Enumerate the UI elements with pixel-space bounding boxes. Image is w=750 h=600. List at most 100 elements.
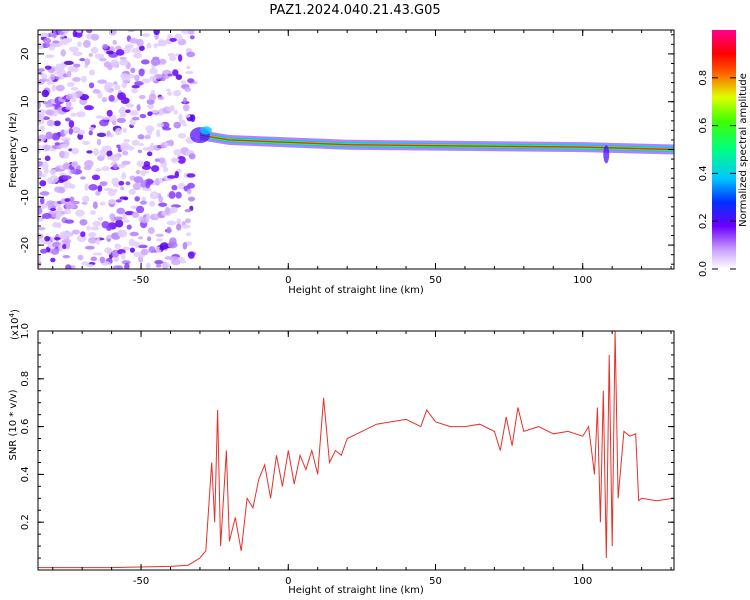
noise-speck bbox=[97, 216, 104, 221]
noise-speck bbox=[77, 41, 82, 48]
noise-speck bbox=[182, 122, 187, 127]
noise-speck bbox=[155, 263, 162, 268]
noise-speck bbox=[103, 61, 112, 68]
noise-speck bbox=[150, 57, 161, 66]
noise-speck bbox=[99, 201, 106, 206]
noise-speck bbox=[59, 143, 69, 149]
noise-speck bbox=[44, 65, 52, 70]
noise-speck bbox=[40, 78, 49, 82]
noise-speck bbox=[66, 70, 72, 78]
noise-speck bbox=[185, 232, 192, 237]
noise-speck bbox=[64, 198, 71, 202]
noise-speck bbox=[45, 42, 51, 48]
noise-speck bbox=[169, 37, 177, 42]
noise-speck bbox=[71, 229, 80, 235]
noise-speck bbox=[96, 138, 102, 146]
noise-speck bbox=[113, 163, 118, 170]
noise-speck bbox=[68, 120, 75, 128]
top-x-ticks: -50 0 50 100 bbox=[52, 30, 672, 286]
noise-speck bbox=[96, 132, 106, 138]
noise-speck bbox=[180, 30, 190, 35]
noise-speck bbox=[92, 88, 101, 94]
y-tick-label: 0.4 bbox=[20, 466, 31, 482]
noise-speck bbox=[53, 120, 61, 127]
noise-speck bbox=[184, 87, 192, 92]
noise-speck bbox=[154, 158, 161, 163]
x-tick-label: -50 bbox=[133, 576, 149, 587]
noise-speck bbox=[128, 188, 136, 195]
noise-speck bbox=[115, 45, 122, 51]
noise-speck bbox=[44, 235, 51, 242]
noise-speck bbox=[147, 148, 155, 152]
noise-speck bbox=[111, 249, 120, 258]
noise-speck bbox=[65, 101, 72, 107]
noise-speck bbox=[90, 256, 98, 262]
y-tick-label: -10 bbox=[20, 189, 31, 205]
noise-speck bbox=[118, 180, 125, 186]
noise-speck bbox=[88, 53, 93, 57]
noise-speck bbox=[89, 69, 96, 76]
signal-band-core bbox=[199, 134, 674, 151]
noise-speck bbox=[171, 184, 178, 191]
noise-speck bbox=[106, 130, 111, 137]
noise-speck bbox=[81, 201, 88, 205]
noise-speck bbox=[88, 183, 98, 191]
noise-speck bbox=[140, 59, 150, 65]
noise-speck bbox=[151, 109, 159, 114]
noise-speck bbox=[39, 180, 47, 187]
noise-speck bbox=[112, 40, 117, 45]
noise-speck bbox=[187, 251, 195, 259]
y-tick-label: 20 bbox=[20, 48, 31, 61]
x-tick-label: 0 bbox=[285, 576, 291, 587]
noise-speck bbox=[106, 150, 113, 157]
noise-speck bbox=[68, 46, 79, 53]
noise-speck bbox=[134, 196, 140, 202]
noise-speck bbox=[50, 73, 56, 81]
noise-speck bbox=[177, 132, 186, 139]
noise-speck bbox=[131, 139, 140, 146]
noise-speck bbox=[111, 177, 120, 186]
noise-speck bbox=[80, 231, 86, 238]
noise-speck bbox=[125, 109, 131, 114]
colorbar-ticks: 0.0 0.2 0.4 0.6 0.8 bbox=[698, 70, 736, 277]
noise-speck bbox=[97, 79, 108, 84]
noise-speck bbox=[38, 169, 43, 177]
noise-speck bbox=[118, 108, 125, 114]
noise-speck bbox=[149, 200, 156, 207]
noise-speck bbox=[149, 75, 157, 82]
noise-speck bbox=[132, 182, 142, 191]
noise-speck bbox=[136, 104, 141, 112]
noise-speck bbox=[129, 247, 136, 253]
noise-speck bbox=[134, 81, 144, 86]
noise-speck bbox=[132, 116, 140, 121]
noise-speck bbox=[186, 188, 192, 195]
noise-speck bbox=[102, 43, 109, 50]
noise-speck bbox=[70, 87, 79, 91]
noise-speck bbox=[88, 82, 95, 89]
noise-speck bbox=[83, 39, 91, 48]
colorbar: 0.0 0.2 0.4 0.6 0.8 Normalized spectral ampl… bbox=[698, 30, 749, 277]
noise-speck bbox=[167, 91, 173, 96]
noise-speck bbox=[64, 37, 73, 43]
noise-speck bbox=[109, 154, 120, 162]
noise-speck bbox=[67, 65, 76, 72]
noise-speck bbox=[166, 226, 172, 234]
noise-speck bbox=[122, 150, 129, 156]
noise-speck bbox=[94, 168, 102, 172]
noise-speck bbox=[116, 117, 126, 124]
noise-speck bbox=[88, 231, 97, 238]
noise-speck bbox=[173, 149, 182, 156]
noise-speck bbox=[52, 31, 57, 39]
noise-speck bbox=[141, 187, 152, 191]
noise-speck bbox=[91, 174, 101, 181]
noise-speck bbox=[40, 248, 48, 254]
noise-speck bbox=[123, 46, 132, 54]
noise-speck bbox=[159, 242, 169, 250]
noise-speck bbox=[170, 157, 180, 162]
noise-speck bbox=[182, 241, 188, 250]
noise-speck bbox=[86, 264, 95, 268]
noise-speck bbox=[148, 246, 156, 254]
y-tick-label: 0.8 bbox=[20, 371, 31, 387]
noise-speck bbox=[77, 254, 84, 261]
noise-speck bbox=[158, 202, 168, 207]
